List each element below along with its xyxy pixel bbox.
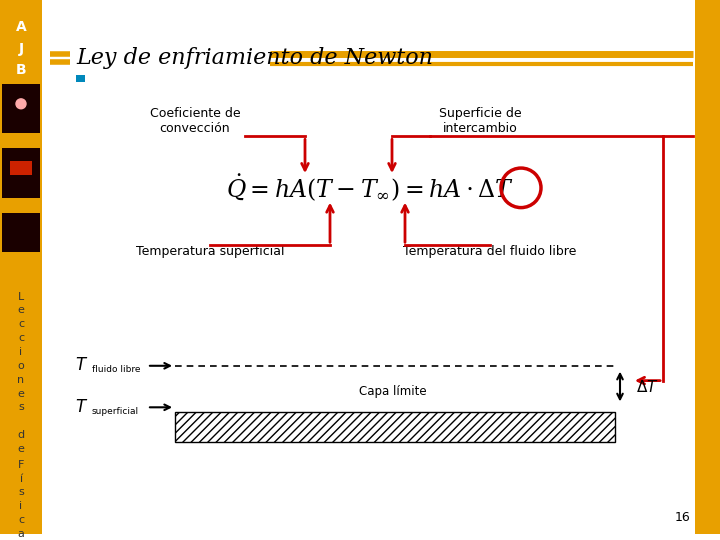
Bar bbox=[2, 213, 40, 252]
Text: e: e bbox=[17, 388, 24, 399]
Text: fluido libre: fluido libre bbox=[92, 365, 140, 374]
Text: i: i bbox=[19, 501, 22, 511]
Circle shape bbox=[16, 99, 26, 109]
Text: $\dot{Q} = hA(T - T_{\infty}) = hA \cdot \Delta T$: $\dot{Q} = hA(T - T_{\infty}) = hA \cdot… bbox=[226, 172, 514, 204]
Text: Temperatura del fluido libre: Temperatura del fluido libre bbox=[403, 245, 577, 258]
Text: í: í bbox=[19, 474, 22, 483]
Text: F: F bbox=[18, 460, 24, 470]
Bar bbox=[2, 148, 40, 198]
Text: A: A bbox=[16, 20, 27, 34]
Text: e: e bbox=[17, 306, 24, 315]
Text: L: L bbox=[18, 292, 24, 302]
Text: s: s bbox=[18, 402, 24, 413]
Text: superficial: superficial bbox=[92, 407, 139, 416]
Bar bbox=[0, 0, 42, 534]
Bar bbox=[175, 412, 615, 442]
Text: Coeficiente de
convección: Coeficiente de convección bbox=[150, 107, 240, 135]
Text: $\Delta T$: $\Delta T$ bbox=[636, 379, 659, 395]
Text: c: c bbox=[18, 333, 24, 343]
Text: Temperatura superficial: Temperatura superficial bbox=[136, 245, 284, 258]
Bar bbox=[695, 0, 720, 534]
Text: i: i bbox=[19, 347, 22, 357]
Text: Superficie de
intercambio: Superficie de intercambio bbox=[438, 107, 521, 135]
Text: Capa límite: Capa límite bbox=[359, 385, 427, 398]
Bar bbox=[76, 75, 85, 82]
Text: c: c bbox=[18, 319, 24, 329]
Bar bbox=[10, 161, 32, 175]
Text: B: B bbox=[16, 63, 27, 77]
Bar bbox=[2, 84, 40, 133]
Text: J: J bbox=[19, 42, 24, 56]
Text: a: a bbox=[17, 529, 24, 539]
Text: o: o bbox=[17, 361, 24, 371]
Text: c: c bbox=[18, 515, 24, 525]
Text: Ley de enfriamiento de Newton: Ley de enfriamiento de Newton bbox=[76, 48, 433, 70]
Text: $T$: $T$ bbox=[75, 357, 89, 374]
Text: n: n bbox=[17, 375, 24, 384]
Text: $T$: $T$ bbox=[75, 399, 89, 416]
Text: e: e bbox=[17, 444, 24, 454]
Text: s: s bbox=[18, 488, 24, 497]
Text: 16: 16 bbox=[674, 511, 690, 524]
Text: d: d bbox=[17, 430, 24, 440]
